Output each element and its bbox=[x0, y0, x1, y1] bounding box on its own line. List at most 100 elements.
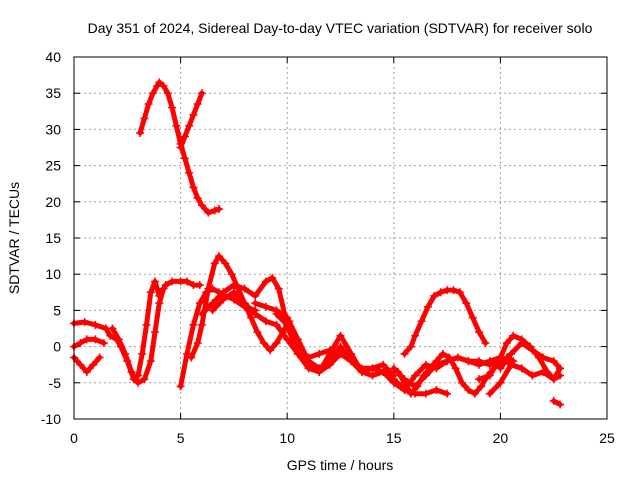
data-point-marker bbox=[189, 110, 198, 119]
data-point-marker bbox=[182, 349, 191, 358]
data-point-marker bbox=[195, 299, 204, 308]
data-point-marker bbox=[423, 302, 432, 311]
y-tick-label: 15 bbox=[45, 230, 61, 246]
data-point-marker bbox=[485, 389, 494, 398]
data-point-marker bbox=[168, 103, 177, 112]
y-axis-label: SDTVAR / TECUs bbox=[6, 182, 22, 294]
data-point-marker bbox=[227, 270, 236, 279]
data-point-marker bbox=[240, 284, 249, 293]
data-point-marker bbox=[182, 277, 191, 286]
data-point-marker bbox=[229, 295, 238, 304]
data-point-marker bbox=[146, 288, 155, 297]
data-point-marker bbox=[187, 353, 196, 362]
data-point-marker bbox=[185, 168, 194, 177]
data-point-marker bbox=[142, 320, 151, 329]
data-point-marker bbox=[411, 371, 420, 380]
data-point-marker bbox=[208, 306, 217, 315]
data-point-marker bbox=[80, 317, 89, 326]
data-point-marker bbox=[517, 364, 526, 373]
data-point-marker bbox=[261, 317, 270, 326]
x-tick-label: 0 bbox=[70, 430, 78, 446]
data-point-marker bbox=[240, 299, 249, 308]
data-point-marker bbox=[251, 291, 260, 300]
series-track-10 bbox=[208, 288, 334, 362]
y-tick-label: 40 bbox=[45, 49, 61, 65]
data-point-marker bbox=[146, 357, 155, 366]
x-tick-label: 5 bbox=[177, 430, 185, 446]
data-point-marker bbox=[549, 375, 558, 384]
data-point-marker bbox=[219, 288, 228, 297]
data-point-marker bbox=[140, 375, 149, 384]
data-point-marker bbox=[389, 364, 398, 373]
data-point-marker bbox=[475, 328, 484, 337]
data-point-marker bbox=[210, 206, 219, 215]
data-point-marker bbox=[400, 349, 409, 358]
data-point-marker bbox=[272, 310, 281, 319]
data-point-marker bbox=[325, 349, 334, 358]
data-point-marker bbox=[432, 360, 441, 369]
data-point-marker bbox=[507, 349, 516, 358]
data-point-marker bbox=[185, 121, 194, 130]
data-point-marker bbox=[509, 331, 518, 340]
y-tick-label: 10 bbox=[45, 266, 61, 282]
data-point-marker bbox=[496, 378, 505, 387]
data-point-marker bbox=[304, 357, 313, 366]
data-point-marker bbox=[204, 284, 213, 293]
data-point-marker bbox=[443, 357, 452, 366]
data-point-marker bbox=[462, 299, 471, 308]
data-point-marker bbox=[283, 335, 292, 344]
data-point-marker bbox=[485, 371, 494, 380]
data-point-marker bbox=[193, 100, 202, 109]
data-point-marker bbox=[82, 335, 91, 344]
data-point-marker bbox=[272, 338, 281, 347]
data-point-marker bbox=[106, 331, 115, 340]
data-point-marker bbox=[214, 205, 223, 214]
data-point-marker bbox=[155, 299, 164, 308]
data-point-marker bbox=[477, 382, 486, 391]
data-point-marker bbox=[193, 194, 202, 203]
data-point-marker bbox=[389, 375, 398, 384]
data-point-marker bbox=[475, 357, 484, 366]
data-point-marker bbox=[400, 375, 409, 384]
data-point-marker bbox=[411, 331, 420, 340]
series-line bbox=[487, 362, 563, 397]
x-axis-label: GPS time / hours bbox=[287, 457, 394, 473]
data-point-marker bbox=[283, 320, 292, 329]
data-point-marker bbox=[539, 353, 548, 362]
data-point-marker bbox=[443, 389, 452, 398]
data-point-marker bbox=[496, 364, 505, 373]
data-point-marker bbox=[556, 364, 565, 373]
data-point-marker bbox=[470, 389, 479, 398]
data-point-marker bbox=[91, 320, 100, 329]
y-tick-label: 25 bbox=[45, 158, 61, 174]
data-point-marker bbox=[214, 252, 223, 261]
data-point-marker bbox=[528, 346, 537, 355]
data-point-marker bbox=[136, 129, 145, 138]
data-point-marker bbox=[148, 89, 157, 98]
chart-title: Day 351 of 2024, Sidereal Day-to-day VTE… bbox=[88, 20, 593, 36]
data-point-marker bbox=[411, 382, 420, 391]
data-point-marker bbox=[406, 342, 415, 351]
data-point-marker bbox=[556, 400, 565, 409]
data-point-marker bbox=[481, 338, 490, 347]
data-point-marker bbox=[229, 281, 238, 290]
data-point-marker bbox=[438, 349, 447, 358]
data-point-marker bbox=[517, 338, 526, 347]
data-point-marker bbox=[261, 277, 270, 286]
data-point-marker bbox=[272, 320, 281, 329]
data-point-marker bbox=[293, 349, 302, 358]
data-point-marker bbox=[246, 313, 255, 322]
data-point-marker bbox=[464, 357, 473, 366]
data-point-marker bbox=[180, 132, 189, 141]
data-point-marker bbox=[193, 338, 202, 347]
series-track-6 bbox=[108, 284, 168, 387]
data-point-marker bbox=[76, 360, 85, 369]
data-point-marker bbox=[180, 154, 189, 163]
data-point-marker bbox=[114, 335, 123, 344]
data-point-marker bbox=[539, 367, 548, 376]
series-line bbox=[402, 287, 488, 357]
series-track-5 bbox=[70, 335, 108, 351]
data-point-marker bbox=[261, 302, 270, 311]
data-point-marker bbox=[528, 371, 537, 380]
data-point-marker bbox=[449, 286, 458, 295]
